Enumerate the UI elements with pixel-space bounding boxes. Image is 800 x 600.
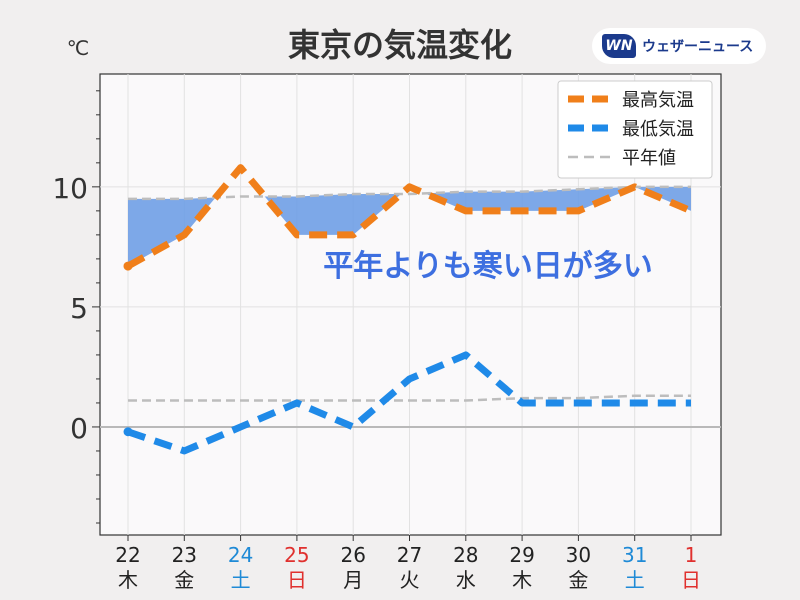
x-tick-label-day: 25 <box>284 543 309 567</box>
x-tick-label-weekday: 日 <box>681 568 701 592</box>
weathernews-logo: WN ウェザーニュース <box>592 28 766 64</box>
weathernews-mark-icon: WN <box>602 34 636 58</box>
logo-text: ウェザーニュース <box>642 39 754 55</box>
x-tick-label-weekday: 土 <box>625 568 645 592</box>
x-tick-label-day: 23 <box>172 543 197 567</box>
y-tick-label: 0 <box>70 412 88 445</box>
x-tick-label-day: 30 <box>566 543 591 567</box>
series-lines <box>123 164 693 455</box>
x-tick-label-day: 24 <box>228 543 253 567</box>
x-tick-label-weekday: 木 <box>118 568 138 592</box>
y-tick-label: 10 <box>52 172 88 205</box>
x-tick-label-day: 31 <box>622 543 647 567</box>
series-start-point <box>123 261 133 271</box>
x-tick-label-day: 22 <box>115 543 140 567</box>
series-line-normal <box>128 394 691 402</box>
series-line-normal <box>128 185 691 201</box>
x-tick-label-weekday: 日 <box>287 568 307 592</box>
y-tick-label: 5 <box>70 292 88 325</box>
below-normal-area <box>264 194 402 235</box>
x-tick-label-weekday: 金 <box>568 568 588 592</box>
chart-annotation: 平年よりも寒い日が多い <box>323 249 652 284</box>
legend-label: 平年値 <box>622 148 676 169</box>
x-tick-label-day: 28 <box>453 543 478 567</box>
series-start-point <box>123 427 133 437</box>
x-tick-label-weekday: 金 <box>174 568 194 592</box>
below-normal-area <box>128 197 216 267</box>
x-tick-label-weekday: 木 <box>512 568 532 592</box>
legend-label: 最高気温 <box>622 90 694 111</box>
x-tick-label-day: 29 <box>509 543 534 567</box>
x-tick-label-day: 27 <box>397 543 422 567</box>
y-axis-unit: ℃ <box>67 36 89 60</box>
x-tick-label-weekday: 月 <box>343 568 363 592</box>
x-tick-label-weekday: 水 <box>456 568 476 592</box>
y-axis: 0 5 10 <box>52 90 100 524</box>
legend-box <box>557 80 713 179</box>
x-tick-label-day: 26 <box>340 543 365 567</box>
x-tick-label-weekday: 土 <box>231 568 251 592</box>
series-line-max <box>126 164 693 270</box>
x-tick-label-day: 1 <box>685 543 698 567</box>
x-tick-label-weekday: 火 <box>400 568 420 592</box>
series-line-min <box>126 351 691 455</box>
below-normal-area <box>424 186 635 211</box>
chart-title: 東京の気温変化 <box>288 26 512 64</box>
legend-label: 最低気温 <box>622 119 694 140</box>
